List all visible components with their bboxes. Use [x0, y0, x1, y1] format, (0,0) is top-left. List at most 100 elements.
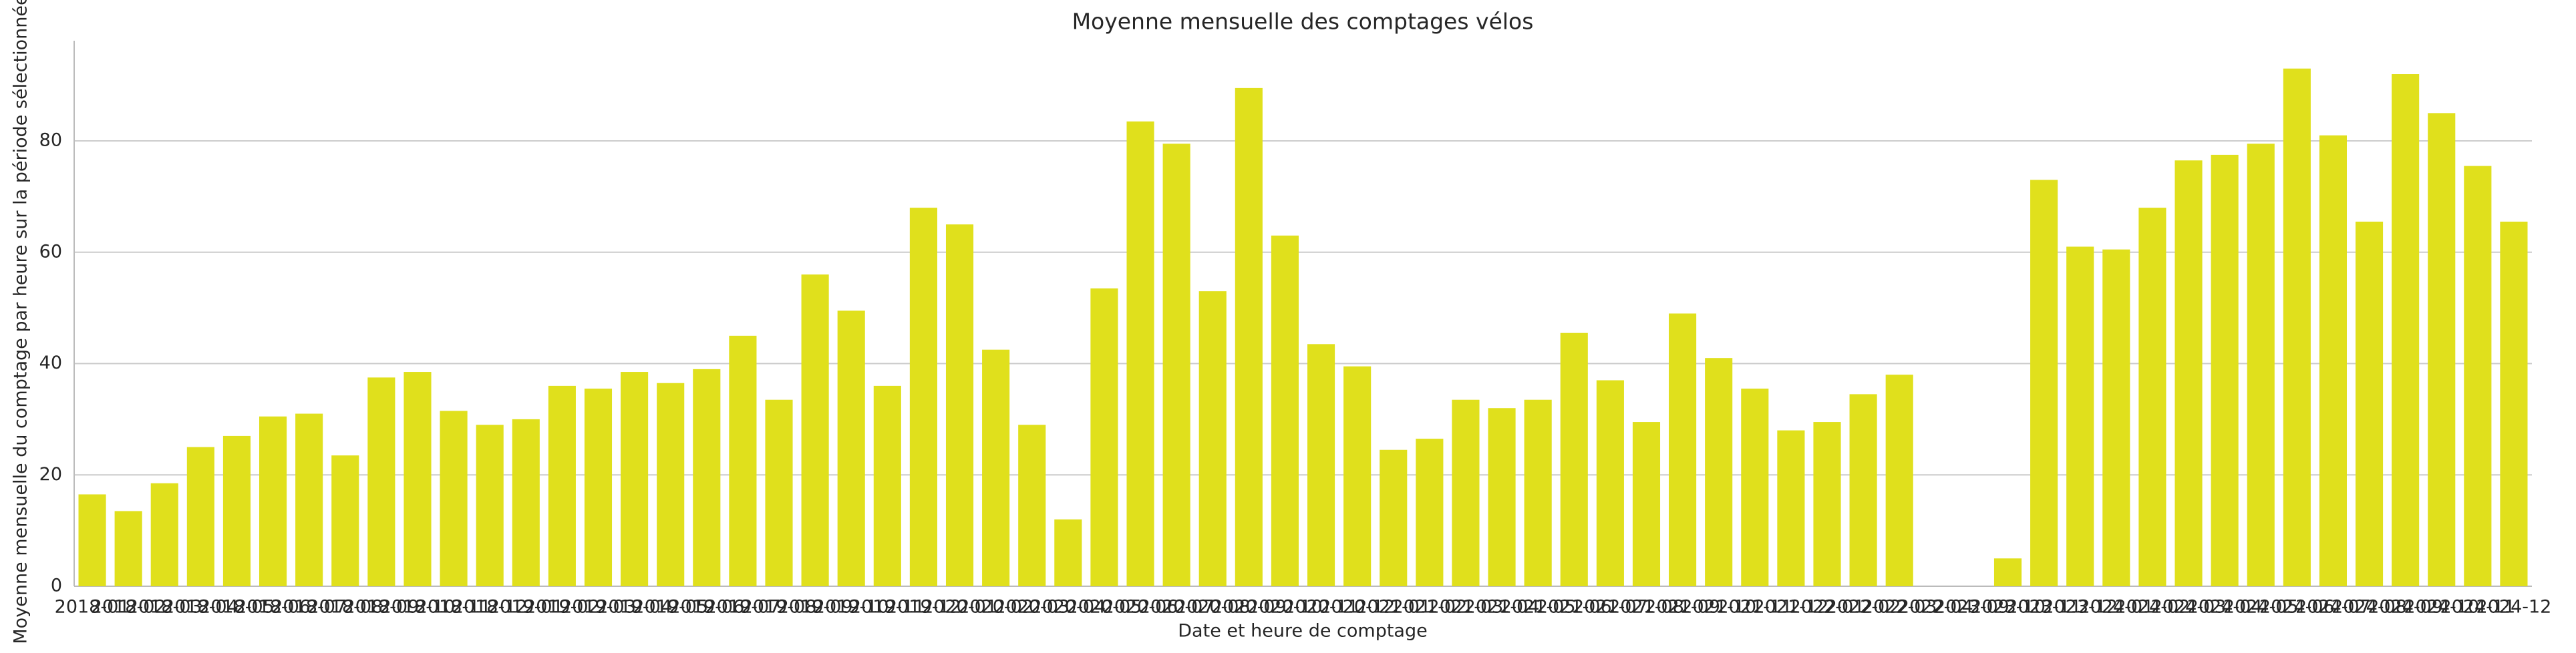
- bar: [693, 369, 721, 586]
- x-tick-label: 2018-10: [380, 597, 456, 618]
- bar: [1018, 425, 1046, 586]
- x-tick-label: 2019-02: [524, 597, 600, 618]
- x-tick-label: 2018-12: [452, 597, 528, 618]
- bar: [404, 372, 432, 586]
- bar: [2355, 221, 2384, 587]
- x-tick-label: 2019-10: [814, 597, 889, 618]
- x-tick-label: 2024-07: [2295, 597, 2371, 618]
- x-tick-label: 2021-06: [1537, 597, 1612, 618]
- bar: [1235, 87, 1263, 586]
- x-tick-label: 2019-01: [488, 597, 564, 618]
- x-tick-label: 2023-10: [1970, 597, 2046, 618]
- bar: [440, 411, 468, 586]
- x-tick-label: 2024-11: [2440, 597, 2515, 618]
- bar: [331, 455, 359, 586]
- y-tick-label: 20: [39, 464, 62, 485]
- x-tick-label: 2020-11: [1283, 597, 1359, 618]
- bar: [295, 413, 323, 586]
- x-tick-label: 2020-07: [1139, 597, 1215, 618]
- x-tick-label: 2024-05: [2223, 597, 2299, 618]
- x-tick-label: 2018-06: [235, 597, 311, 618]
- y-tick-label: 0: [51, 576, 62, 596]
- x-tick-label: 2022-01: [1790, 597, 1865, 618]
- x-tick-label: 2023-12: [2042, 597, 2118, 618]
- x-tick-label: 2018-08: [307, 597, 383, 618]
- bar: [1198, 291, 1227, 586]
- bar: [1380, 449, 1408, 586]
- bar: [1560, 333, 1588, 586]
- bar: [1054, 519, 1082, 586]
- bar: [222, 435, 251, 586]
- x-tick-label: 2024-08: [2331, 597, 2407, 618]
- x-tick-label: 2024-06: [2259, 597, 2335, 618]
- bar: [1416, 439, 1444, 586]
- x-tick-label: 2021-10: [1681, 597, 1756, 618]
- x-tick-label: 2024-09: [2368, 597, 2443, 618]
- bar: [2428, 113, 2456, 586]
- bar: [1524, 399, 1552, 586]
- bar: [2211, 154, 2239, 586]
- x-tick-label: 2021-11: [1717, 597, 1792, 618]
- x-tick-label: 2021-07: [1573, 597, 1648, 618]
- bar: [982, 349, 1010, 586]
- bar: [78, 494, 106, 586]
- bar: [2066, 246, 2094, 586]
- x-tick-label: 2018-03: [127, 597, 202, 618]
- bar: [2030, 180, 2058, 587]
- bar: [2464, 166, 2492, 586]
- bar: [1741, 389, 1769, 586]
- bar: [1596, 380, 1624, 586]
- x-tick-label: 2024-02: [2115, 597, 2191, 618]
- bar: [1813, 422, 1841, 586]
- bar: [1632, 422, 1661, 586]
- bar: [1271, 235, 1299, 586]
- x-tick-label: 2021-12: [1753, 597, 1828, 618]
- x-tick-label: 2024-03: [2151, 597, 2227, 618]
- bar: [1993, 558, 2022, 586]
- x-tick-label: 2019-08: [742, 597, 817, 618]
- bar: [765, 399, 793, 586]
- x-tick-label: 2020-09: [1211, 597, 1287, 618]
- bar: [2319, 135, 2347, 586]
- bar: [114, 511, 142, 586]
- bar: [729, 335, 757, 586]
- x-tick-label: 2024-12: [2476, 597, 2552, 618]
- y-tick-label: 40: [39, 353, 62, 373]
- bar: [2175, 160, 2203, 586]
- bar: [621, 372, 649, 586]
- bar: [801, 274, 829, 586]
- bar: [2500, 221, 2528, 587]
- x-tick-label: 2021-03: [1428, 597, 1504, 618]
- y-tick-label: 60: [39, 241, 62, 262]
- x-tick-label: 2018-01: [55, 597, 130, 618]
- bar: [2102, 249, 2130, 586]
- x-tick-label: 2019-03: [560, 597, 636, 618]
- bar: [1126, 121, 1154, 586]
- bar: [873, 385, 901, 586]
- bar: [2392, 74, 2420, 587]
- x-tick-label: 2019-07: [705, 597, 780, 618]
- bar: [512, 419, 540, 586]
- x-tick-label: 2018-11: [416, 597, 492, 618]
- bar: [1849, 394, 1877, 586]
- x-tick-label: 2020-08: [1175, 597, 1251, 618]
- bar: [1343, 366, 1372, 586]
- bar: [1777, 430, 1805, 586]
- bar: [150, 483, 178, 586]
- bar: [837, 310, 865, 586]
- bar: [2138, 208, 2166, 586]
- bar: [1669, 313, 1697, 586]
- bar: [1488, 408, 1516, 586]
- x-tick-label: 2018-04: [163, 597, 238, 618]
- bar: [367, 377, 395, 586]
- bar: [1885, 375, 1913, 586]
- bar: [1705, 358, 1733, 586]
- x-tick-label: 2018-05: [199, 597, 275, 618]
- chart-title: Moyenne mensuelle des comptages vélos: [1072, 9, 1534, 35]
- x-tick-label: 2020-05: [1067, 597, 1142, 618]
- x-tick-label: 2021-04: [1464, 597, 1540, 618]
- x-tick-label: 2019-04: [597, 597, 672, 618]
- bar: [945, 224, 974, 586]
- x-tick-label: 2022-04: [1898, 597, 1973, 618]
